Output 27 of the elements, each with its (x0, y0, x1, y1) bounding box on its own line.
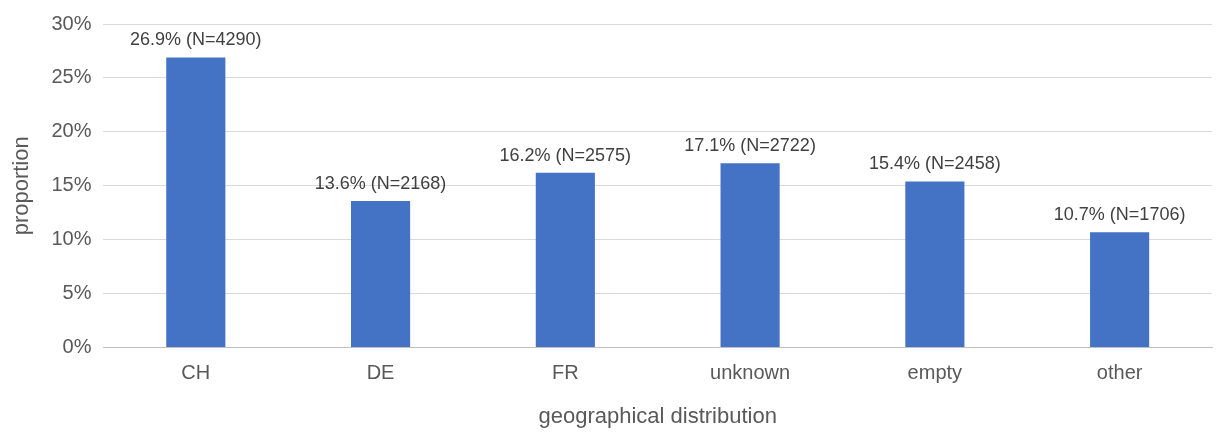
bar (535, 172, 595, 348)
data-label: 16.2% (N=2575) (499, 144, 632, 165)
bar (905, 181, 965, 348)
y-tick-label: 0% (62, 335, 92, 358)
x-tick-label: FR (552, 361, 579, 384)
bar (720, 163, 780, 348)
bar (166, 57, 226, 348)
y-tick-label: 5% (62, 281, 92, 304)
y-tick-label: 15% (51, 173, 92, 196)
data-label: 10.7% (N=1706) (1053, 204, 1186, 225)
x-tick-label: DE (366, 361, 395, 384)
x-tick-label: other (1096, 361, 1143, 384)
y-axis-title: proportion (8, 136, 34, 236)
y-tick-label: 25% (51, 65, 92, 88)
y-tick-label: 20% (51, 119, 92, 142)
bar (1090, 232, 1150, 348)
x-tick-label: unknown (710, 361, 791, 384)
data-label: 15.4% (N=2458) (869, 153, 1001, 174)
x-axis-title: geographical distribution (538, 402, 777, 428)
data-label: 26.9% (N=4290) (130, 29, 262, 50)
x-tick-label: CH (181, 361, 211, 384)
data-label: 17.1% (N=2722) (684, 135, 816, 156)
y-tick-label: 10% (51, 227, 92, 250)
y-tick-label: 30% (51, 11, 92, 34)
x-tick-label: empty (907, 361, 963, 384)
bar (351, 200, 411, 348)
data-label: 13.6% (N=2168) (314, 172, 447, 193)
